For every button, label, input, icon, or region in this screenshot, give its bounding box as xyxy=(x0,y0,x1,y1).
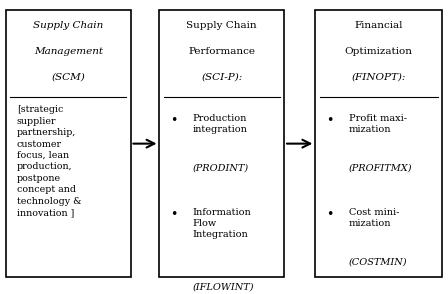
Text: •: • xyxy=(327,114,334,127)
Text: (IFLOWINT): (IFLOWINT) xyxy=(193,283,254,292)
Text: Management: Management xyxy=(34,47,103,56)
Text: Performance: Performance xyxy=(188,47,255,56)
Text: •: • xyxy=(327,208,334,220)
Text: Profit maxi-
mization: Profit maxi- mization xyxy=(349,114,407,134)
Text: (SCI-P):: (SCI-P): xyxy=(201,73,242,81)
Text: (PROFITMX): (PROFITMX) xyxy=(349,163,412,173)
FancyBboxPatch shape xyxy=(159,10,284,277)
Text: •: • xyxy=(171,114,178,127)
Text: Optimization: Optimization xyxy=(345,47,413,56)
Text: Supply Chain: Supply Chain xyxy=(33,21,103,30)
FancyBboxPatch shape xyxy=(315,10,442,277)
Text: [strategic
supplier
partnership,
customer
focus, lean
production,
postpone
conce: [strategic supplier partnership, custome… xyxy=(17,105,82,217)
Text: (COSTMIN): (COSTMIN) xyxy=(349,258,407,266)
Text: Financial: Financial xyxy=(354,21,403,30)
Text: Information
Flow
Integration: Information Flow Integration xyxy=(193,208,252,239)
Text: Cost mini-
mization: Cost mini- mization xyxy=(349,208,399,228)
Text: (FINOPT):: (FINOPT): xyxy=(352,73,406,81)
Text: (PRODINT): (PRODINT) xyxy=(193,163,249,173)
FancyBboxPatch shape xyxy=(6,10,130,277)
Text: (SCM): (SCM) xyxy=(52,73,85,81)
Text: Production
integration: Production integration xyxy=(193,114,248,134)
Text: •: • xyxy=(171,208,178,220)
Text: Supply Chain: Supply Chain xyxy=(186,21,257,30)
